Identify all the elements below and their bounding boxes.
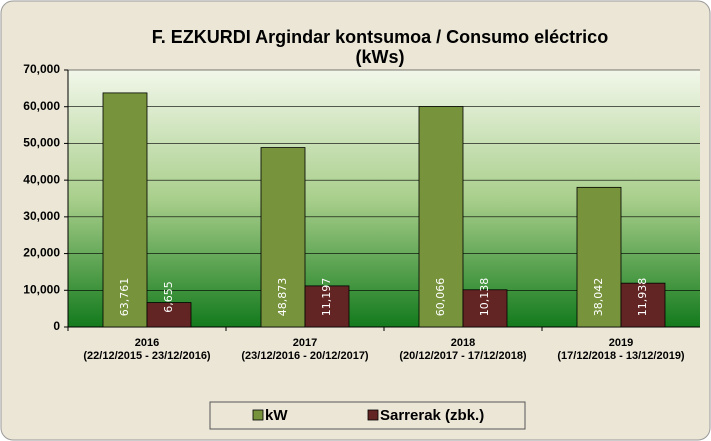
y-tick-label: 10,000 (23, 282, 60, 296)
x-tick-label: (23/12/2016 - 20/12/2017) (241, 350, 369, 362)
x-tick-label: (22/12/2015 - 23/12/2016) (83, 350, 211, 362)
y-tick-label: 30,000 (23, 209, 60, 223)
chart-title: (kWs) (356, 47, 405, 67)
legend-swatch (367, 409, 379, 421)
bar (260, 147, 306, 328)
bar (576, 186, 622, 328)
x-tick-label: (20/12/2017 - 17/12/2018) (399, 350, 527, 362)
legend-label: kW (265, 407, 288, 424)
data-label: 38,042 (592, 278, 605, 317)
x-tick-label: (17/12/2018 - 13/12/2019) (557, 350, 685, 362)
x-tick-label: 2019 (609, 337, 633, 349)
bar (304, 285, 350, 328)
bar (146, 302, 192, 328)
bar (462, 289, 508, 328)
data-label: 63,761 (118, 278, 131, 317)
data-label: 48,873 (276, 278, 289, 317)
data-label: 11,197 (320, 278, 333, 317)
legend-label: Sarrerak (zbk.) (380, 407, 484, 424)
y-tick-label: 20,000 (23, 246, 60, 260)
x-tick-label: 2018 (451, 337, 475, 349)
y-tick-label: 50,000 (23, 136, 60, 150)
x-tick-label: 2017 (293, 337, 317, 349)
data-label: 60,066 (434, 278, 447, 317)
x-tick-label: 2016 (135, 337, 159, 349)
y-tick-label: 70,000 (23, 62, 60, 76)
data-label: 6,655 (162, 281, 175, 313)
y-tick-label: 0 (53, 319, 60, 333)
data-label: 11,938 (636, 278, 649, 317)
bar (102, 92, 148, 328)
data-label: 10,138 (478, 278, 491, 317)
y-tick-label: 40,000 (23, 172, 60, 186)
bar (620, 282, 666, 328)
chart-title: F. EZKURDI Argindar kontsumoa / Consumo … (152, 27, 608, 47)
bar (418, 106, 464, 328)
legend-swatch (252, 409, 264, 421)
y-tick-label: 60,000 (23, 99, 60, 113)
